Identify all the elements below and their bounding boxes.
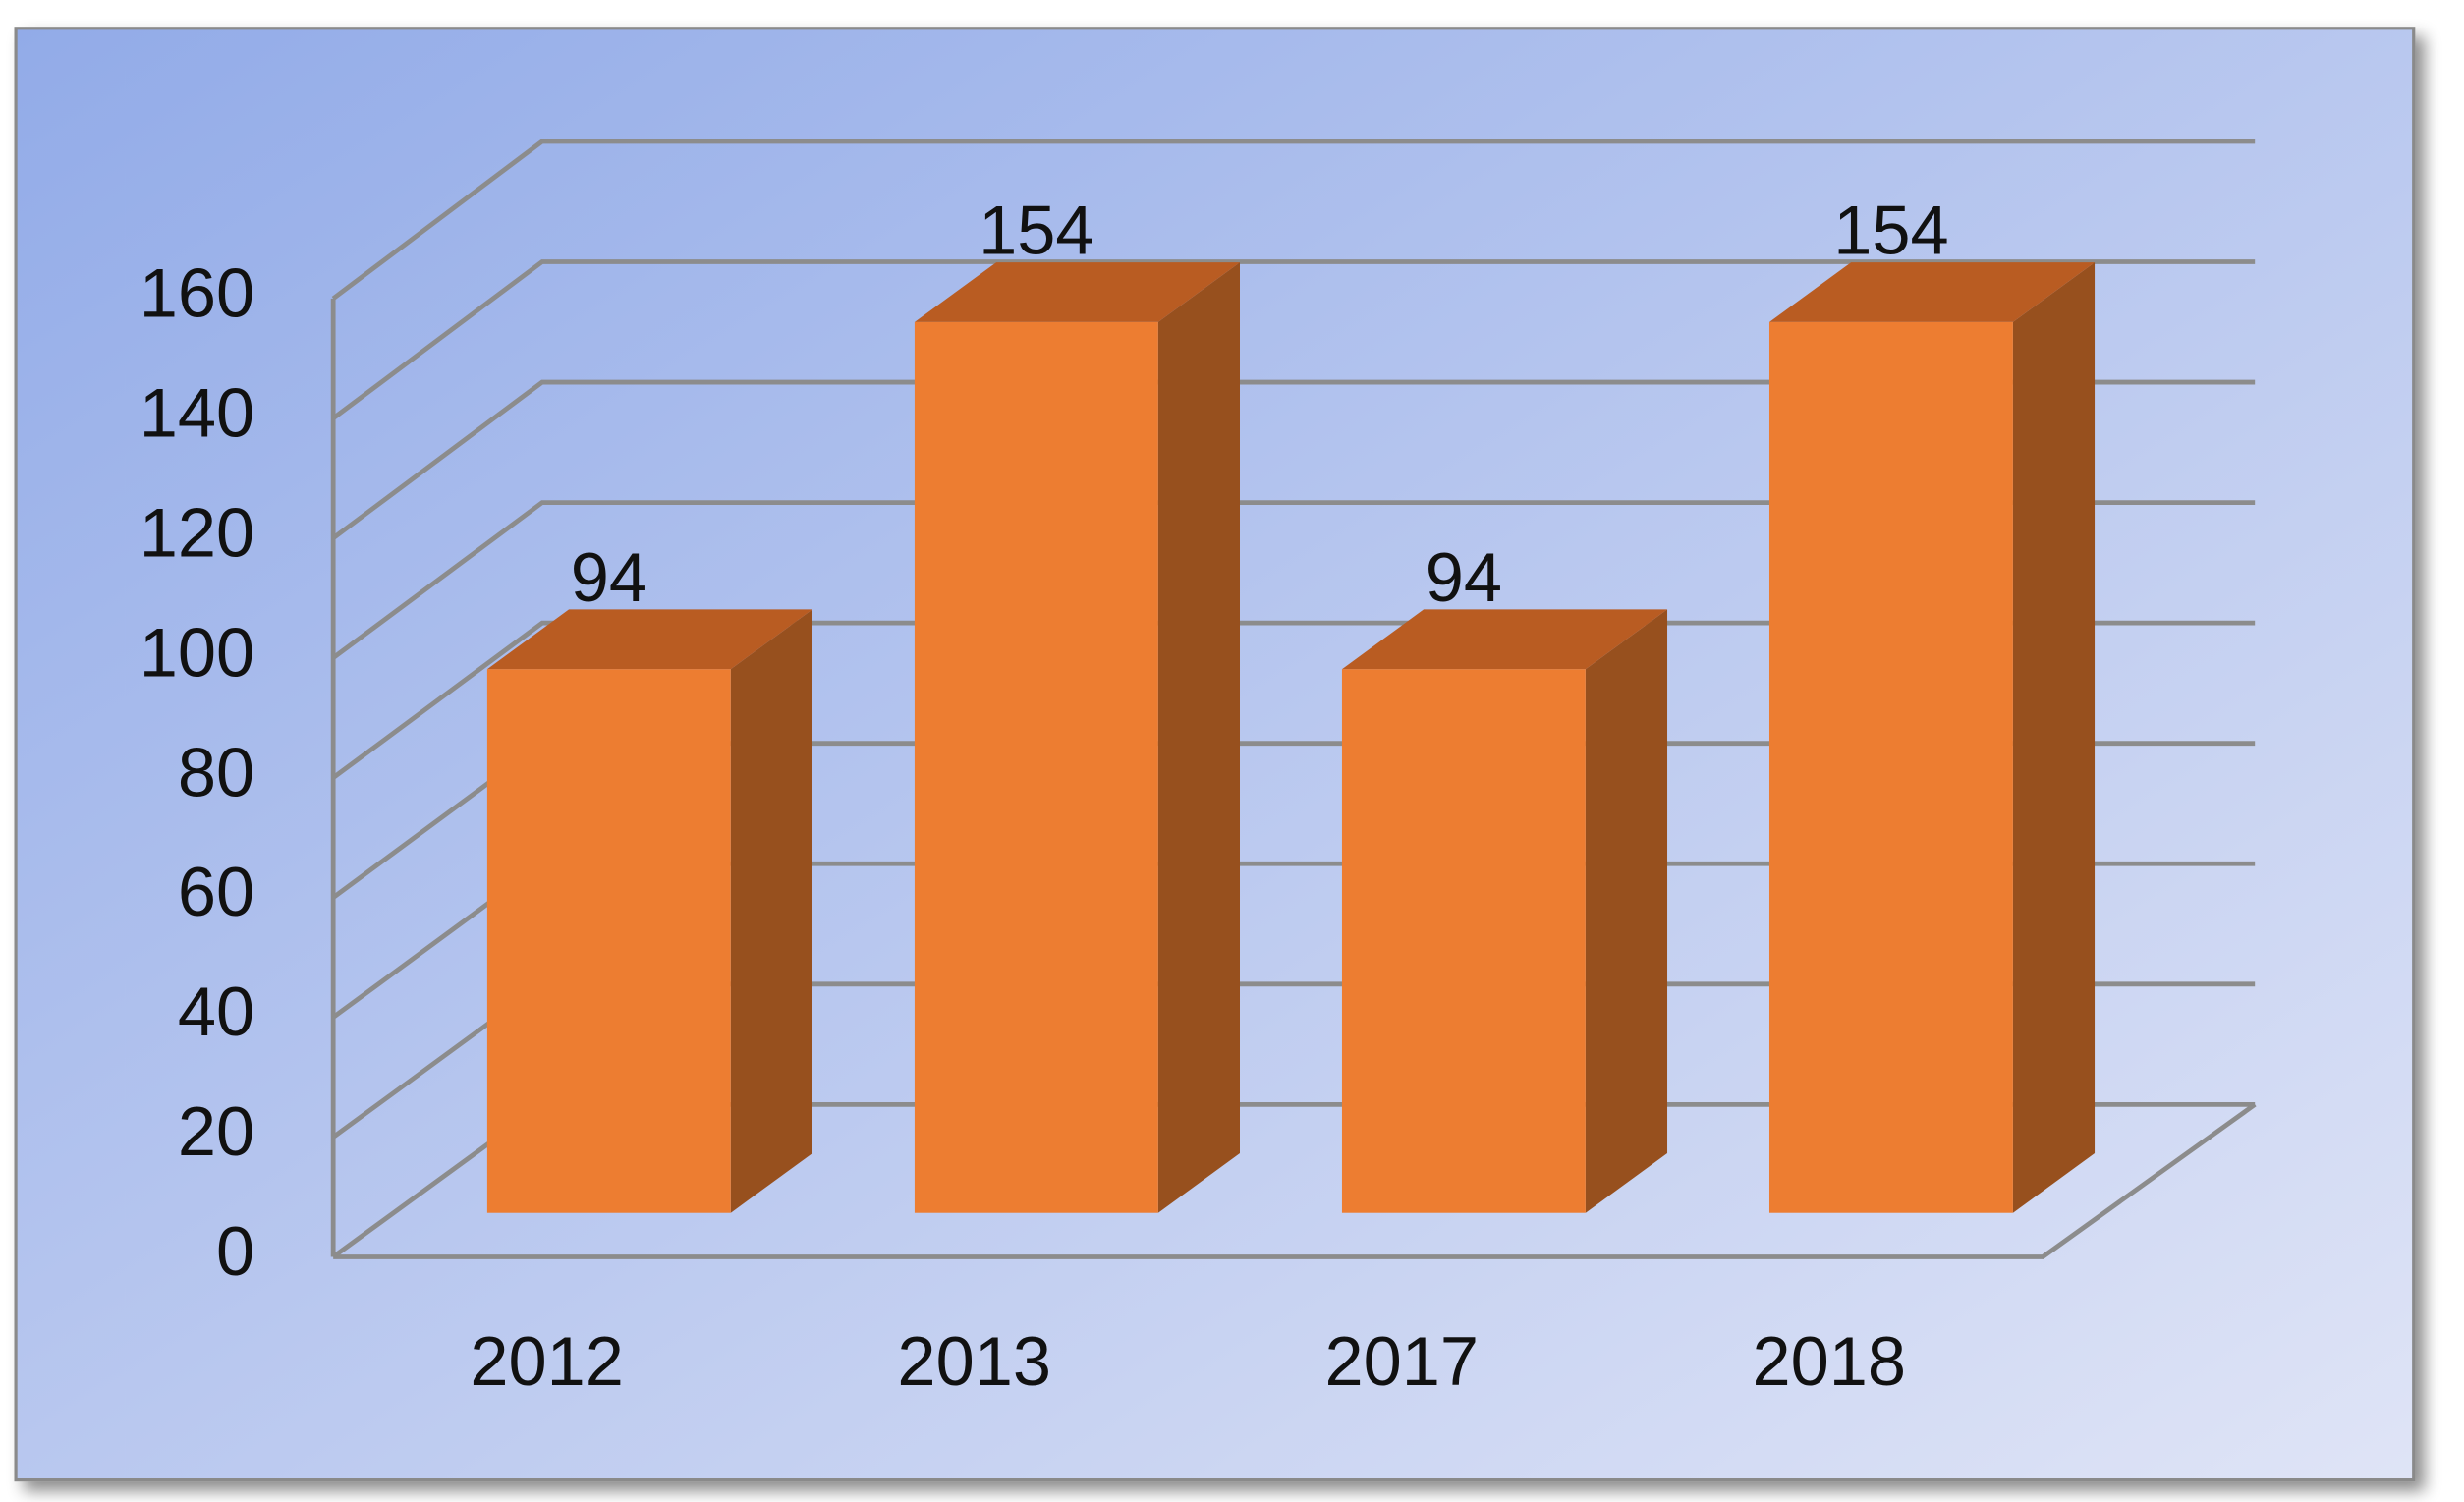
bar-side [730, 609, 812, 1213]
bar-top [486, 609, 812, 670]
y-tick-label: 120 [140, 493, 254, 571]
y-tick-label: 40 [178, 973, 254, 1050]
value-label: 94 [571, 538, 647, 616]
bar [914, 321, 1158, 1213]
bar-side [1585, 609, 1668, 1213]
value-label: 154 [979, 192, 1093, 269]
y-tick-label: 100 [140, 613, 254, 691]
floor [333, 1102, 2257, 1259]
bar-top [1768, 262, 2096, 322]
bar-top [1341, 609, 1668, 670]
value-label: 154 [1833, 192, 1948, 269]
y-tick-label: 160 [140, 253, 254, 331]
grid-line [331, 139, 2256, 301]
grid-line [331, 259, 2256, 420]
bar-side [2012, 262, 2096, 1213]
x-tick-label: 2013 [897, 1322, 1051, 1400]
bar-side [1157, 262, 1240, 1213]
y-tick-label: 80 [178, 733, 254, 810]
x-tick-label: 2012 [470, 1322, 624, 1400]
bar [1341, 669, 1586, 1213]
x-tick-label: 2017 [1324, 1322, 1479, 1400]
y-tick-label: 0 [216, 1212, 254, 1290]
bar [486, 669, 731, 1213]
bar [1768, 321, 2013, 1213]
y-tick-label: 20 [178, 1092, 254, 1170]
bar-top [914, 262, 1240, 322]
grid-line [331, 620, 2256, 780]
plot: 0 20 40 60 80 100 120 140 160 94 2012 154 2013 94 2017… [140, 139, 2257, 1400]
grid-line [331, 379, 2256, 540]
x-tick-label: 2018 [1752, 1322, 1906, 1400]
y-tick-label: 60 [178, 853, 254, 930]
grid-line [331, 500, 2256, 660]
y-tick-label: 140 [140, 373, 254, 451]
value-label: 94 [1426, 538, 1502, 616]
